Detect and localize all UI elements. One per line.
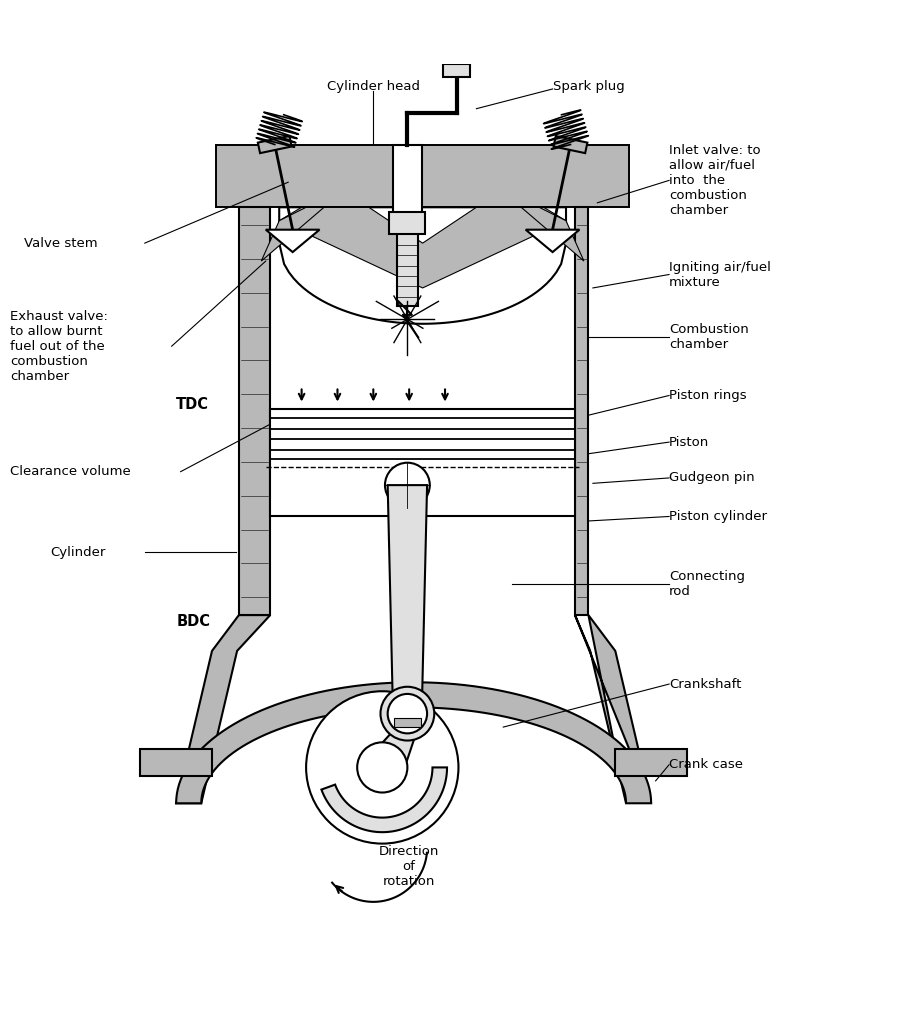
Polygon shape [258, 136, 291, 154]
Polygon shape [217, 144, 628, 207]
Polygon shape [140, 750, 212, 776]
Text: TDC: TDC [176, 397, 209, 412]
Circle shape [385, 463, 430, 508]
Polygon shape [266, 229, 319, 252]
Polygon shape [521, 207, 584, 261]
Text: Igniting air/fuel
mixture: Igniting air/fuel mixture [669, 260, 771, 289]
Text: Crankshaft: Crankshaft [669, 678, 742, 690]
Text: Combustion
chamber: Combustion chamber [669, 324, 749, 351]
Polygon shape [575, 615, 651, 803]
Polygon shape [389, 212, 425, 234]
Polygon shape [262, 207, 324, 261]
Polygon shape [387, 485, 427, 714]
Text: Inlet valve: to
allow air/fuel
into  the
combustion
chamber: Inlet valve: to allow air/fuel into the … [669, 144, 761, 217]
Text: Piston cylinder: Piston cylinder [669, 510, 767, 523]
Polygon shape [280, 207, 566, 324]
Polygon shape [443, 63, 470, 78]
Text: Crank case: Crank case [669, 758, 743, 771]
Text: Connecting
rod: Connecting rod [669, 569, 745, 598]
Polygon shape [176, 615, 271, 803]
Text: Exhaust valve:
to allow burnt
fuel out of the
combustion
chamber: Exhaust valve: to allow burnt fuel out o… [11, 309, 108, 383]
Polygon shape [394, 718, 421, 727]
Text: Gudgeon pin: Gudgeon pin [669, 471, 754, 484]
Text: Spark plug: Spark plug [553, 80, 624, 93]
Text: Valve stem: Valve stem [23, 237, 97, 250]
Text: Direction
of
rotation: Direction of rotation [379, 845, 440, 888]
Text: BDC: BDC [176, 613, 210, 629]
Polygon shape [322, 767, 447, 833]
Text: Cylinder head: Cylinder head [327, 80, 420, 93]
Circle shape [306, 691, 458, 844]
Text: Clearance volume: Clearance volume [11, 465, 131, 478]
Polygon shape [554, 136, 587, 154]
Polygon shape [360, 727, 418, 767]
Circle shape [380, 687, 434, 740]
Polygon shape [526, 229, 580, 252]
Circle shape [387, 694, 427, 733]
Polygon shape [271, 409, 575, 516]
Polygon shape [239, 207, 271, 615]
Polygon shape [176, 682, 651, 803]
Polygon shape [396, 225, 418, 306]
Polygon shape [393, 144, 422, 225]
Text: Piston: Piston [669, 435, 709, 449]
Polygon shape [575, 207, 589, 615]
Polygon shape [280, 207, 566, 288]
Text: Piston rings: Piston rings [669, 389, 747, 402]
Polygon shape [615, 750, 687, 776]
Text: Cylinder: Cylinder [50, 546, 106, 559]
Circle shape [357, 742, 407, 793]
